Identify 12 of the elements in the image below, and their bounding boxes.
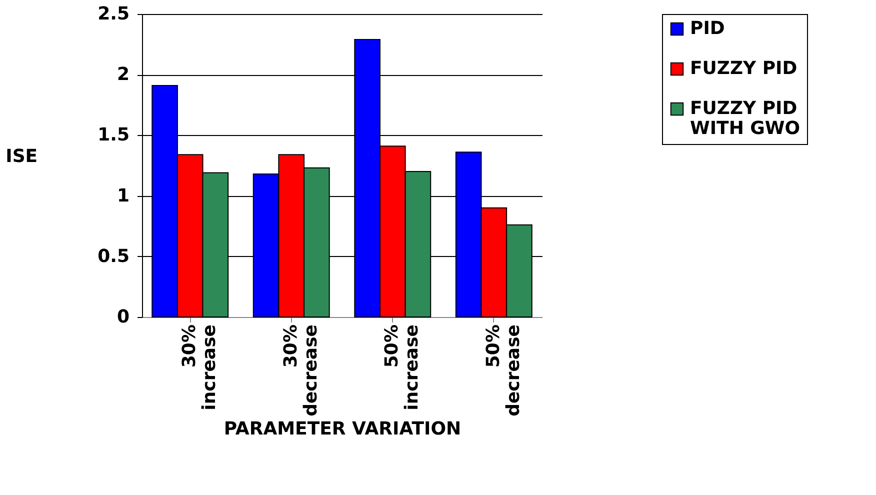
x-tick-label: 30% increase — [179, 324, 220, 410]
legend-label: PID — [690, 18, 725, 39]
legend-label: FUZZY PID WITH GWO — [690, 98, 800, 139]
x-axis-title: PARAMETER VARIATION — [224, 418, 462, 440]
y-axis-title: ISE — [6, 146, 38, 167]
legend-label: FUZZY PID — [690, 58, 798, 79]
y-tick-label: 0.5 — [98, 246, 130, 267]
y-tick-label: 0 — [116, 306, 130, 328]
y-tick-label: 2.5 — [98, 4, 130, 24]
y-tick-label: 1.5 — [98, 124, 130, 146]
y-tick-label: 2 — [116, 64, 130, 86]
y-tick-label: 1 — [116, 185, 130, 206]
